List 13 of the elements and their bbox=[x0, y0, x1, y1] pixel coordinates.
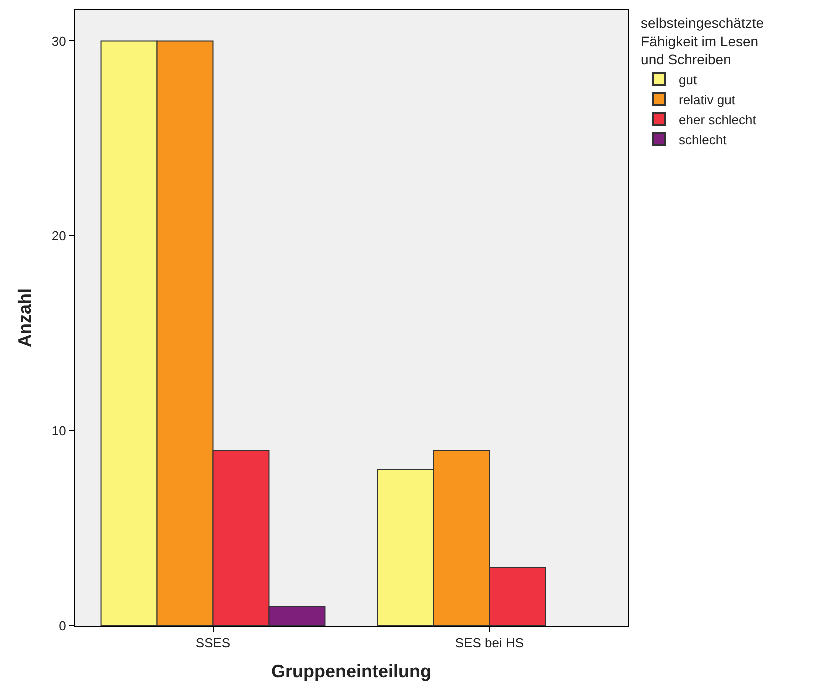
legend-label: relativ gut bbox=[679, 92, 736, 108]
legend-title: selbsteingeschätzte Fähigkeit im Lesen und Schreiben bbox=[641, 15, 764, 68]
legend-label: schlecht bbox=[679, 132, 728, 148]
y-tick-label: 30 bbox=[52, 34, 66, 49]
x-tick-label: SES bei HS bbox=[455, 636, 524, 651]
legend-label: eher schlecht bbox=[679, 112, 757, 128]
y-axis-title: Anzahl bbox=[15, 288, 36, 348]
y-tick-label: 0 bbox=[59, 618, 66, 634]
y-tick-label: 10 bbox=[52, 424, 66, 439]
y-tick-label: 20 bbox=[52, 228, 66, 244]
x-axis-title: Gruppeneinteilung bbox=[272, 662, 432, 682]
legend-label: gut bbox=[679, 72, 698, 88]
x-tick-label: SSES bbox=[196, 636, 231, 651]
